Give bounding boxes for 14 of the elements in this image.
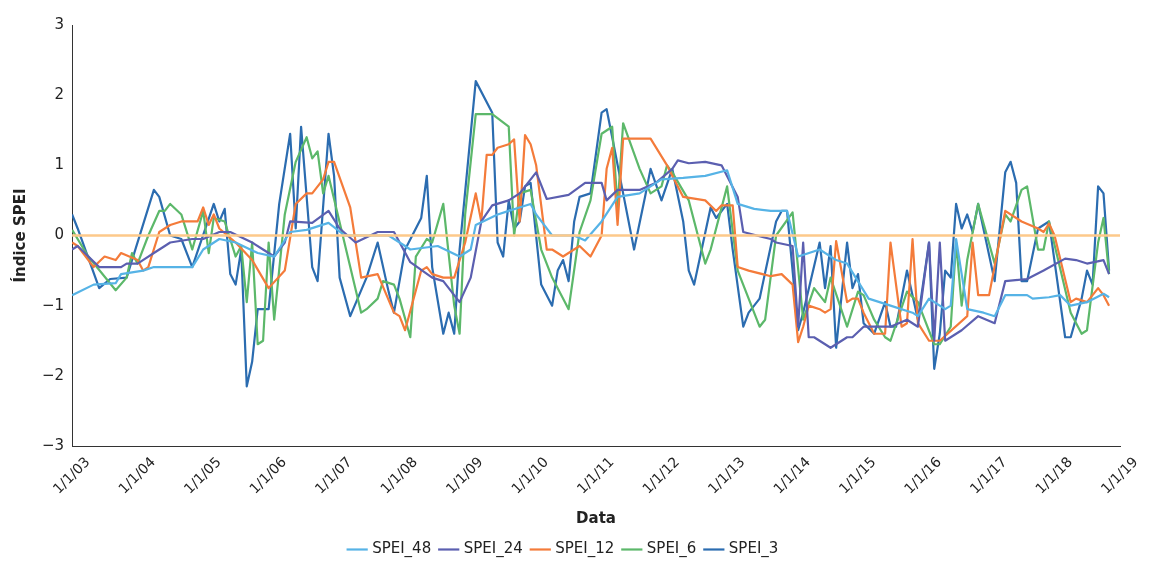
legend-label: SPEI_3 [728, 539, 779, 559]
legend-label: SPEI_48 [372, 539, 432, 559]
y-tick-label: 3 [54, 14, 65, 33]
x-axis-title: Data [576, 508, 616, 527]
y-tick-label: −2 [41, 365, 65, 384]
y-tick-label: 2 [54, 85, 65, 104]
y-tick-label: −3 [41, 435, 65, 454]
legend-label: SPEI_12 [555, 539, 615, 559]
y-tick-label: 0 [54, 225, 65, 244]
y-tick-label: −1 [41, 295, 65, 314]
legend-label: SPEI_6 [646, 539, 697, 559]
legend-label: SPEI_24 [463, 539, 523, 559]
y-tick-label: 1 [54, 155, 65, 174]
y-axis-title: Índice SPEI [9, 188, 29, 283]
